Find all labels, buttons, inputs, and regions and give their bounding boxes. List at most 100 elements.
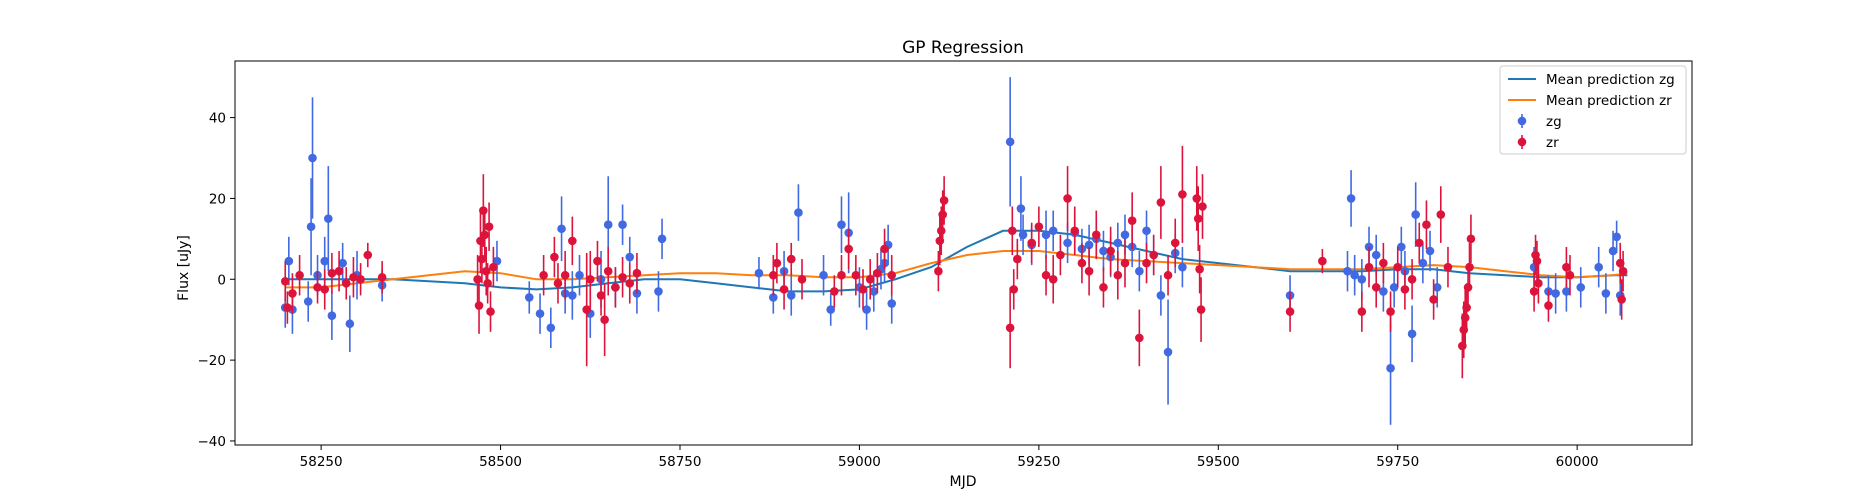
data-point-zr bbox=[938, 210, 947, 219]
data-point-zr bbox=[553, 279, 563, 288]
data-point-zg bbox=[1041, 230, 1051, 240]
data-point-zg bbox=[1397, 242, 1406, 252]
y-axis-label: Flux [uJy] bbox=[176, 235, 192, 301]
data-point-zr bbox=[283, 303, 292, 312]
data-point-zr bbox=[327, 268, 337, 278]
data-point-zr bbox=[489, 262, 498, 272]
data-point-zg bbox=[603, 220, 613, 230]
data-point-zg bbox=[524, 293, 534, 302]
data-point-zr bbox=[582, 305, 591, 314]
data-point-zg bbox=[535, 309, 545, 318]
data-point-zg bbox=[1084, 240, 1094, 250]
data-point-zr bbox=[1462, 303, 1471, 312]
data-point-zg bbox=[303, 297, 313, 306]
data-point-zr bbox=[830, 287, 839, 296]
x-tick-label: 59250 bbox=[1017, 454, 1060, 470]
data-point-zr bbox=[632, 268, 642, 278]
data-point-zr bbox=[1285, 307, 1295, 316]
plot-frame bbox=[234, 60, 1693, 446]
data-point-zg bbox=[1407, 329, 1417, 339]
data-point-zg bbox=[826, 305, 836, 314]
data-point-zg bbox=[1562, 287, 1571, 296]
data-point-zg bbox=[1411, 210, 1420, 219]
data-point-zr bbox=[1371, 283, 1381, 292]
data-point-zr bbox=[618, 272, 627, 282]
data-point-zr bbox=[611, 283, 620, 292]
axes: 58250 58500 58750 59000 59250 59500 59750 60000… bbox=[198, 60, 1693, 470]
data-point-zr bbox=[356, 274, 365, 284]
data-point-zr bbox=[1013, 254, 1022, 264]
plot-contents bbox=[280, 77, 1628, 425]
data-point-zr bbox=[837, 270, 846, 280]
data-point-zr bbox=[786, 254, 796, 264]
data-point-zr bbox=[1465, 262, 1474, 272]
data-point-zr bbox=[550, 252, 559, 262]
data-point-zr bbox=[1192, 194, 1202, 203]
y-tick-label: −40 bbox=[198, 434, 227, 450]
data-point-zr bbox=[1463, 283, 1473, 292]
data-point-zr bbox=[1077, 258, 1087, 268]
data-point-zr bbox=[625, 279, 635, 288]
data-point-zr bbox=[377, 272, 387, 282]
data-point-zr bbox=[844, 244, 853, 254]
x-tick-label: 58250 bbox=[300, 454, 343, 470]
data-point-zg bbox=[1612, 232, 1621, 242]
data-point-zr bbox=[320, 285, 330, 294]
data-point-zg bbox=[1432, 283, 1442, 292]
data-point-zr bbox=[1436, 210, 1446, 219]
data-point-zr bbox=[1106, 246, 1115, 256]
data-point-zr bbox=[1196, 305, 1206, 314]
data-point-zr bbox=[934, 266, 943, 276]
data-point-zr bbox=[1393, 262, 1403, 272]
data-point-zr bbox=[486, 307, 495, 316]
data-point-zr bbox=[480, 230, 490, 240]
data-point-zg bbox=[794, 208, 803, 217]
data-point-zr bbox=[341, 279, 351, 288]
data-point-zg bbox=[568, 291, 577, 300]
data-point-zg bbox=[1163, 347, 1173, 357]
x-tick-label: 59750 bbox=[1376, 454, 1419, 470]
data-point-zg bbox=[546, 323, 556, 333]
data-point-zr bbox=[1120, 258, 1130, 268]
data-point-zg bbox=[625, 252, 635, 262]
data-point-zr bbox=[1364, 262, 1374, 272]
data-point-zr bbox=[772, 258, 782, 268]
data-point-zr bbox=[1617, 295, 1626, 304]
data-point-zr bbox=[1618, 266, 1628, 276]
legend-swatch-marker bbox=[1517, 137, 1527, 147]
data-point-zr bbox=[484, 222, 494, 232]
data-point-zr bbox=[873, 268, 882, 278]
data-point-zg bbox=[338, 258, 347, 268]
data-point-zg bbox=[1357, 274, 1367, 284]
data-point-zr bbox=[1357, 307, 1367, 316]
data-point-zr bbox=[1063, 194, 1072, 203]
data-point-zr bbox=[1422, 220, 1431, 230]
data-point-zg bbox=[306, 222, 316, 232]
data-point-zr bbox=[797, 274, 807, 284]
data-point-zr bbox=[1091, 230, 1101, 240]
data-point-zr bbox=[280, 276, 290, 286]
data-point-zg bbox=[786, 291, 796, 300]
data-point-zr bbox=[1429, 295, 1438, 304]
y-tick-label: 40 bbox=[209, 111, 226, 127]
data-point-zr bbox=[1414, 238, 1424, 248]
data-point-zg bbox=[862, 305, 871, 314]
data-point-zg bbox=[1120, 230, 1130, 240]
data-point-zr bbox=[539, 270, 548, 280]
data-point-zr bbox=[1532, 256, 1542, 266]
data-point-zr bbox=[769, 270, 778, 280]
data-point-zg bbox=[1018, 230, 1028, 240]
legend-label: Mean prediction zr bbox=[1546, 93, 1672, 109]
data-point-zg bbox=[1386, 363, 1395, 373]
data-point-zr bbox=[1027, 238, 1036, 248]
data-point-zg bbox=[1346, 194, 1356, 203]
legend-label: Mean prediction zg bbox=[1546, 72, 1675, 88]
data-point-zg bbox=[769, 293, 778, 302]
data-point-zr bbox=[1443, 262, 1453, 272]
x-axis-label: MJD bbox=[950, 474, 977, 490]
mean-prediction-line-zg bbox=[285, 229, 1628, 293]
data-point-zr bbox=[865, 274, 875, 284]
data-point-zr bbox=[1529, 287, 1539, 296]
data-point-zg bbox=[1389, 283, 1399, 292]
data-point-zg bbox=[1350, 270, 1359, 280]
